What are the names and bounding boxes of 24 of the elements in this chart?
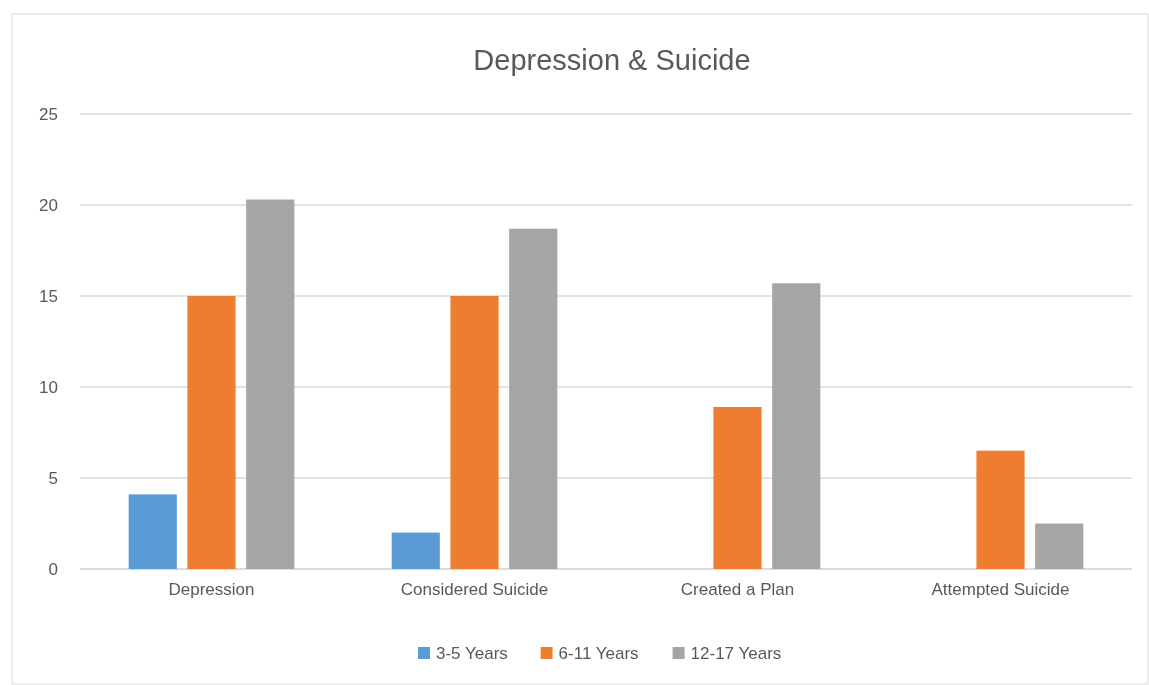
bar (509, 228, 558, 569)
legend-label: 12-17 Years (690, 644, 782, 663)
chart-title: Depression & Suicide (473, 44, 751, 76)
x-tick-label: Created a Plan (680, 580, 795, 600)
bar (713, 407, 762, 569)
y-tick-label: 5 (48, 468, 58, 488)
y-tick-label: 25 (39, 104, 58, 124)
x-tick-label: Attempted Suicide (931, 580, 1070, 600)
bar (391, 532, 440, 569)
bar (246, 199, 295, 569)
bar (1035, 523, 1084, 569)
y-tick-label: 20 (39, 195, 58, 215)
bar (976, 450, 1025, 569)
bar (450, 296, 499, 569)
bar (187, 296, 236, 569)
bar (128, 494, 177, 569)
x-tick-label: Depression (168, 580, 255, 600)
bar (772, 283, 821, 569)
legend-label: 6-11 Years (558, 644, 639, 663)
y-tick-label: 15 (39, 286, 58, 306)
y-tick-label: 0 (48, 559, 58, 579)
x-tick-label: Considered Suicide (400, 580, 549, 600)
y-tick-label: 10 (39, 377, 58, 397)
legend-label: 3-5 Years (436, 644, 508, 663)
